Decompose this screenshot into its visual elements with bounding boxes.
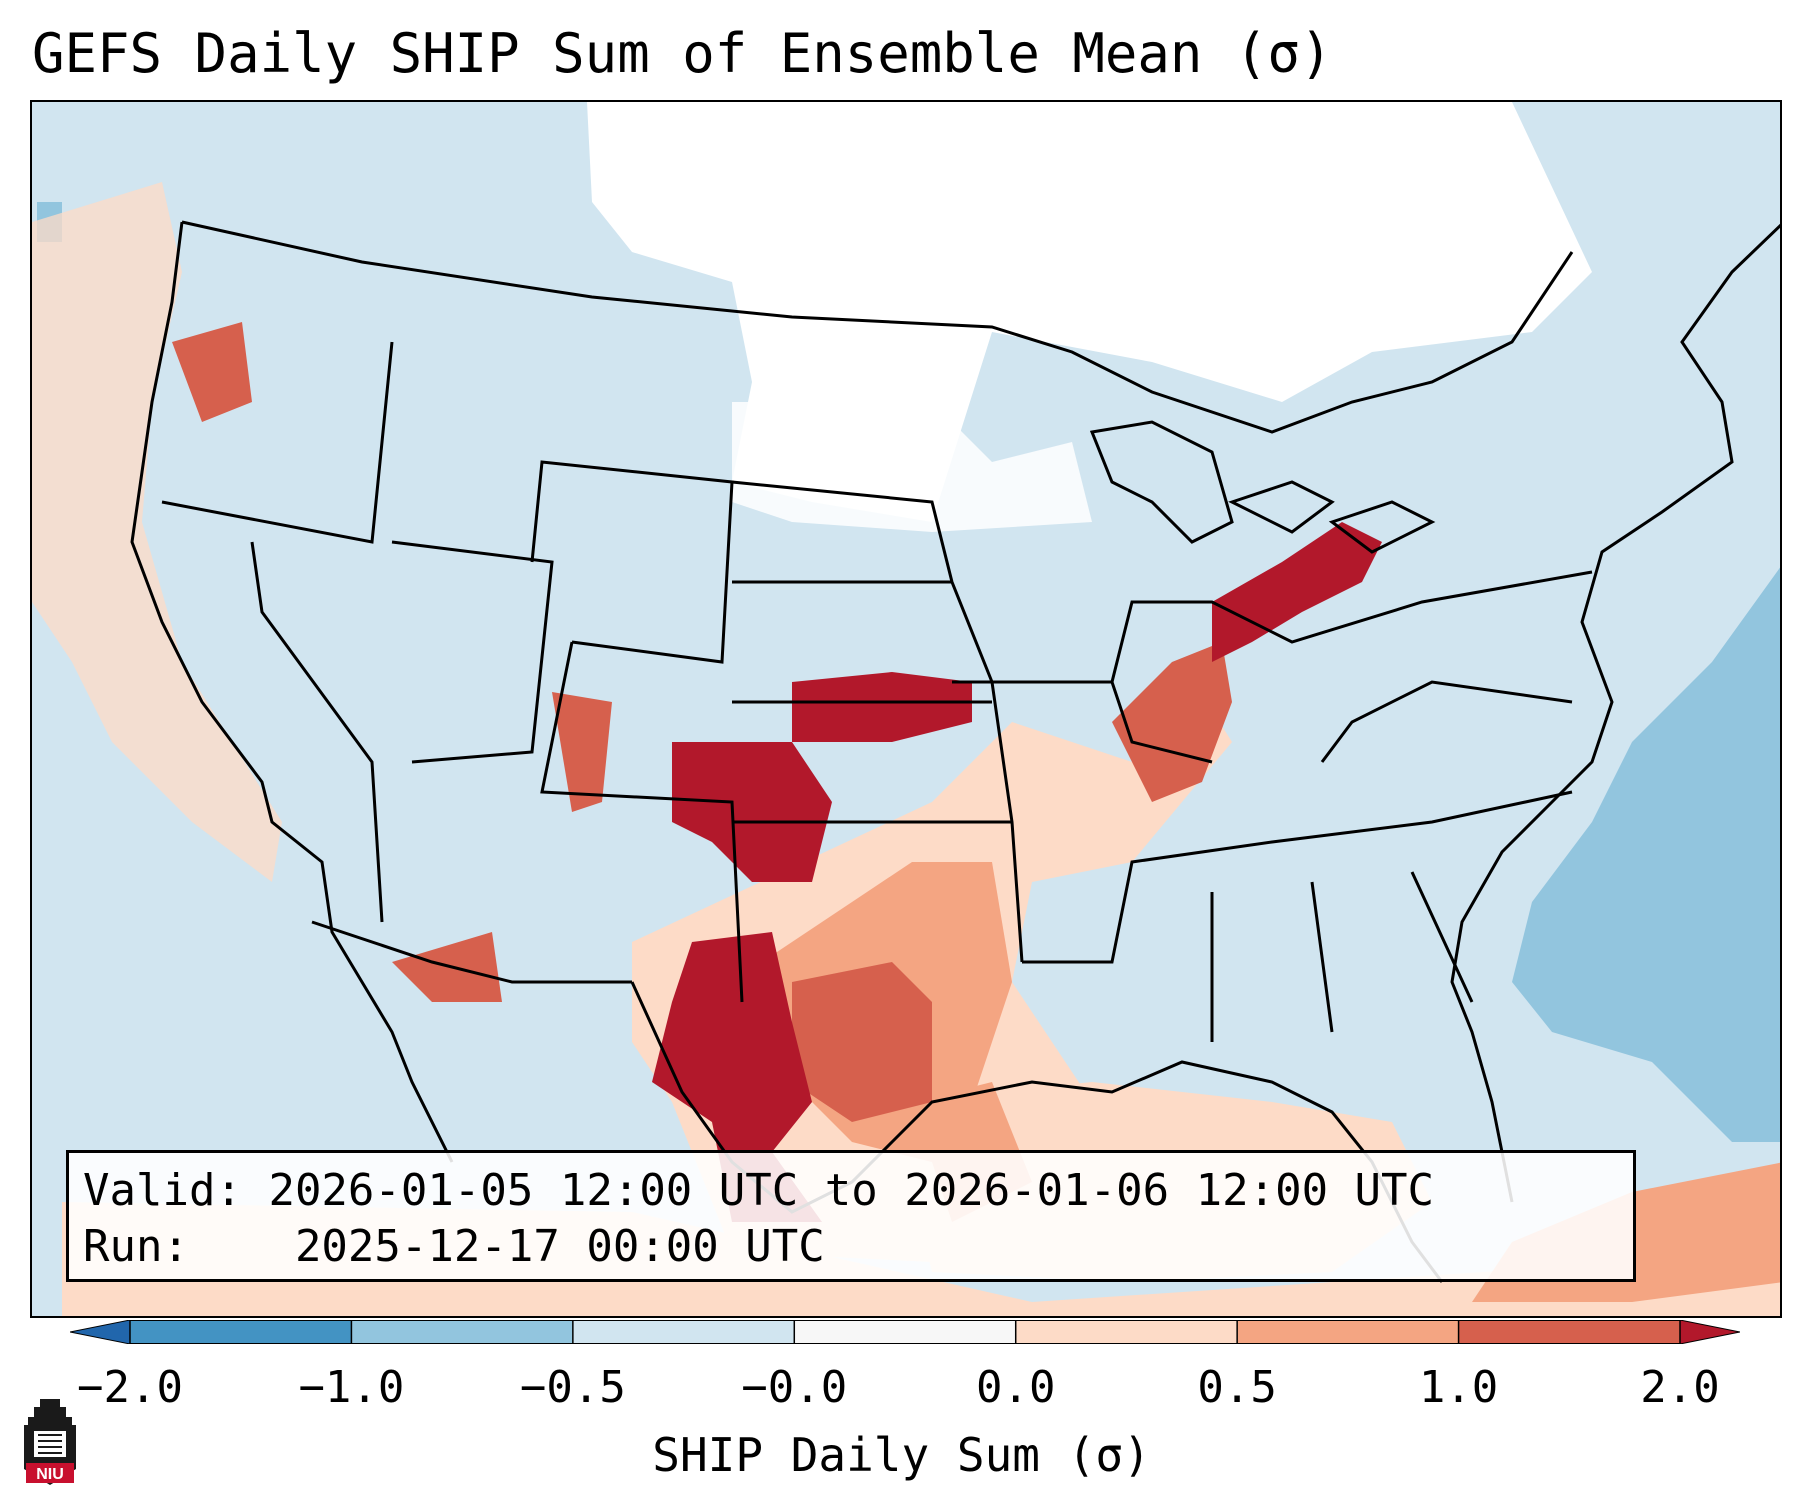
- coast-west: [130, 221, 454, 1163]
- field-negative-atlantic: [1512, 567, 1780, 1142]
- valid-value: 2026-01-05 12:00 UTC to 2026-01-06 12:00…: [268, 1165, 1435, 1216]
- colorbar-extend-high: [1679, 1320, 1740, 1344]
- state-line-13: [1210, 871, 1474, 1042]
- colorbar-tick-label: 1.0: [1418, 1362, 1499, 1413]
- field-high-panhandle: [672, 742, 832, 882]
- colorbar-tick-label: −0.5: [519, 1362, 626, 1413]
- state-line-12: [1110, 570, 1593, 683]
- chart-title: GEFS Daily SHIP Sum of Ensemble Mean (σ): [32, 22, 1333, 85]
- great-lakes: [1089, 420, 1436, 554]
- colorbar-label: SHIP Daily Sum (σ): [652, 1428, 1151, 1482]
- colorbar-tick-label: −2.0: [77, 1362, 183, 1413]
- valid-label: Valid:: [83, 1165, 242, 1216]
- state-borders-layer: [130, 220, 1780, 1283]
- colorbar-bin: [1458, 1320, 1681, 1344]
- run-label: Run:: [83, 1221, 189, 1272]
- anomaly-field-layer: [32, 102, 1780, 1316]
- colorbar-extend-low: [70, 1320, 131, 1344]
- colorbar-bin: [351, 1320, 574, 1344]
- field-high-west-texas: [652, 932, 822, 1222]
- run-value: 2025-12-17 00:00 UTC: [294, 1221, 825, 1272]
- colorbar-bin: [572, 1320, 795, 1344]
- logo-text: NIU: [36, 1466, 64, 1483]
- field-mid-new-mexico: [552, 692, 612, 812]
- validity-info-box: Valid: 2026-01-05 12:00 UTC to 2026-01-0…: [66, 1150, 1636, 1282]
- field-neutral-north-plains: [732, 402, 1092, 532]
- colorbar-tick-label: 2.0: [1640, 1362, 1720, 1413]
- coast-east: [1450, 223, 1780, 1203]
- field-mid-texas: [792, 962, 932, 1122]
- field-high-ohio: [1212, 522, 1382, 662]
- state-line-3: [391, 540, 554, 764]
- state-line-14: [1320, 680, 1573, 763]
- colorbar-tick-label: 0.0: [975, 1362, 1056, 1413]
- field-mid-indiana: [1112, 642, 1232, 802]
- colorbar-bin: [1015, 1320, 1238, 1344]
- colorbar-bin: [794, 1320, 1017, 1344]
- colorbar-tick-label: −1.0: [298, 1362, 405, 1413]
- border-mexico: [311, 920, 632, 984]
- field-weak-west-coast: [32, 182, 282, 882]
- field-high-kansas: [792, 672, 972, 742]
- valid-line: Valid: 2026-01-05 12:00 UTC to 2026-01-0…: [83, 1163, 1619, 1219]
- run-line: Run: 2025-12-17 00:00 UTC: [83, 1219, 1619, 1275]
- state-line-2: [250, 541, 384, 923]
- colorbar: [70, 1320, 1740, 1344]
- field-mid-oregon: [172, 322, 252, 422]
- border-canada: [181, 220, 1574, 434]
- colorbar-bin: [130, 1320, 352, 1344]
- state-line-11: [1022, 790, 1573, 964]
- state-line-1: [161, 341, 394, 544]
- state-line-5: [540, 641, 744, 1003]
- niu-logo-icon: NIU: [24, 1399, 76, 1485]
- state-line-10: [952, 680, 1213, 764]
- state-line-6: [731, 480, 1024, 963]
- map-panel: [30, 100, 1782, 1318]
- colorbar-tick-label: 0.5: [1197, 1362, 1277, 1413]
- map-canvas: [32, 102, 1780, 1316]
- colorbar-bin: [1237, 1320, 1460, 1344]
- colorbar-tick-label: −0.0: [741, 1362, 848, 1413]
